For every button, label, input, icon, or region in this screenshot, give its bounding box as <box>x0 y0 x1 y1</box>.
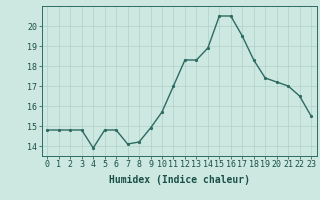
X-axis label: Humidex (Indice chaleur): Humidex (Indice chaleur) <box>109 175 250 185</box>
